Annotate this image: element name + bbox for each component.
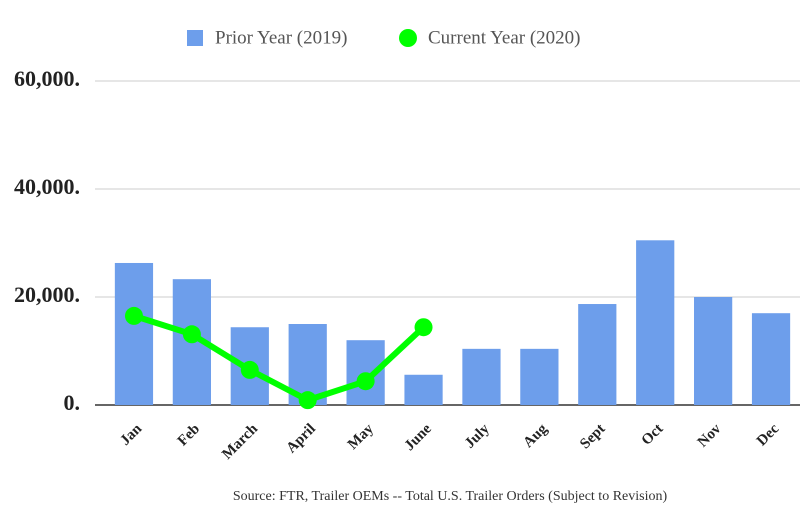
x-tick-label: Oct — [639, 421, 667, 449]
bar — [751, 313, 791, 405]
bar — [114, 262, 154, 405]
line — [133, 313, 426, 404]
bar — [404, 374, 443, 405]
legend-label: Current Year (2020) — [428, 27, 581, 48]
x-tick-label: Feb — [175, 421, 203, 449]
legend-swatch — [187, 30, 203, 46]
y-tick-label: 60,000. — [14, 66, 80, 91]
x-tick-label: March — [219, 420, 261, 462]
line-point — [182, 325, 201, 344]
legend-label: Prior Year (2019) — [215, 27, 347, 48]
x-tick-label: April — [283, 421, 318, 456]
bar — [578, 304, 617, 405]
x-tick-label: Aug — [520, 421, 551, 452]
y-tick-label: 0. — [64, 390, 81, 415]
legend-swatch — [399, 29, 417, 47]
x-tick-label: July — [462, 421, 493, 452]
x-tick-label: June — [402, 421, 435, 454]
x-tick-label: May — [345, 421, 377, 453]
bar — [462, 348, 501, 405]
line-point — [356, 372, 375, 391]
source-note: Source: FTR, Trailer OEMs -- Total U.S. … — [233, 489, 668, 504]
bar — [694, 297, 733, 405]
line-point — [240, 360, 259, 379]
x-tick-label: Sept — [577, 421, 608, 452]
line-point — [124, 306, 143, 325]
x-tick-label: Jan — [117, 420, 145, 448]
line-point — [414, 318, 433, 337]
y-tick-label: 40,000. — [14, 174, 80, 199]
bar — [636, 240, 675, 405]
x-tick-label: Nov — [695, 421, 725, 451]
y-tick-label: 20,000. — [14, 282, 80, 307]
x-tick-label: Dec — [754, 421, 783, 450]
line-point — [298, 391, 317, 410]
bar — [520, 348, 559, 405]
